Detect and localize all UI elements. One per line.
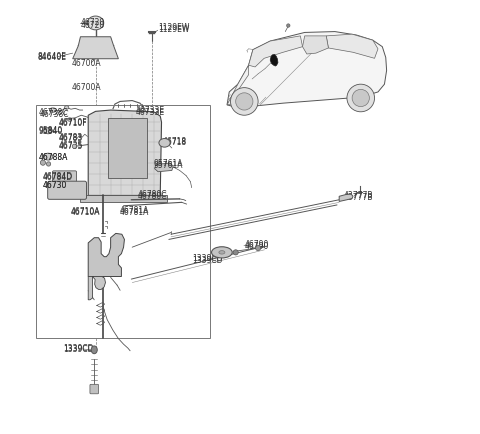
Text: 46720: 46720: [81, 18, 105, 26]
Polygon shape: [270, 54, 278, 66]
Polygon shape: [227, 32, 386, 108]
Text: 46700A: 46700A: [72, 59, 101, 68]
Text: 95761A: 95761A: [154, 159, 183, 168]
Text: 46735: 46735: [59, 141, 83, 150]
Text: 46790: 46790: [244, 240, 269, 249]
FancyBboxPatch shape: [108, 118, 147, 178]
Text: 46738C: 46738C: [39, 110, 69, 119]
Text: 95840: 95840: [38, 127, 63, 136]
Text: 46780C: 46780C: [137, 192, 167, 201]
Polygon shape: [72, 37, 119, 59]
Text: 46781A: 46781A: [119, 208, 149, 217]
Ellipse shape: [43, 153, 53, 160]
Text: 46788A: 46788A: [38, 153, 68, 162]
Text: 46733E: 46733E: [136, 105, 165, 115]
Text: 46730: 46730: [43, 181, 67, 191]
Circle shape: [72, 144, 77, 148]
Ellipse shape: [219, 251, 225, 254]
Circle shape: [47, 162, 51, 166]
Text: 43777B: 43777B: [344, 193, 373, 202]
Polygon shape: [88, 233, 124, 276]
Circle shape: [236, 93, 253, 110]
Polygon shape: [326, 34, 378, 58]
Polygon shape: [227, 65, 249, 105]
Text: 46790: 46790: [244, 242, 269, 251]
Bar: [36, 105, 210, 338]
Text: 95761A: 95761A: [154, 161, 183, 170]
Circle shape: [352, 89, 370, 107]
Ellipse shape: [68, 118, 72, 121]
Text: 84640E: 84640E: [37, 53, 66, 62]
FancyBboxPatch shape: [52, 171, 77, 184]
Text: 46735: 46735: [59, 142, 83, 151]
Ellipse shape: [91, 346, 97, 354]
Text: 46738C: 46738C: [38, 108, 68, 117]
Text: 46784D: 46784D: [43, 172, 73, 181]
Text: 1339CD: 1339CD: [63, 344, 94, 352]
Text: 46783: 46783: [59, 134, 83, 143]
FancyBboxPatch shape: [90, 385, 98, 394]
Text: 46780C: 46780C: [137, 190, 167, 199]
Text: 95840: 95840: [38, 126, 63, 135]
Text: 1129EW: 1129EW: [158, 25, 190, 34]
Text: 46784D: 46784D: [43, 173, 73, 182]
Ellipse shape: [87, 16, 104, 30]
Ellipse shape: [64, 106, 69, 109]
Text: 46718: 46718: [162, 138, 187, 147]
Text: 46710F: 46710F: [59, 119, 87, 128]
Circle shape: [255, 246, 261, 251]
Text: 46788A: 46788A: [38, 153, 68, 162]
Circle shape: [233, 250, 238, 255]
Ellipse shape: [44, 128, 52, 134]
Polygon shape: [302, 36, 328, 54]
Text: 1339CD: 1339CD: [192, 254, 223, 263]
Text: 46733E: 46733E: [136, 108, 165, 117]
Text: 46781A: 46781A: [119, 207, 149, 215]
Text: 46718: 46718: [162, 137, 187, 145]
Polygon shape: [88, 276, 106, 300]
Text: 46710A: 46710A: [71, 207, 100, 216]
Text: 1339CD: 1339CD: [63, 345, 94, 354]
Polygon shape: [88, 110, 161, 195]
Circle shape: [287, 24, 290, 27]
Text: 46720: 46720: [81, 20, 105, 30]
FancyBboxPatch shape: [81, 194, 167, 202]
Polygon shape: [249, 36, 302, 67]
Ellipse shape: [212, 247, 232, 258]
Text: 46730: 46730: [43, 181, 67, 191]
Ellipse shape: [159, 138, 170, 147]
Text: 43777B: 43777B: [344, 191, 373, 200]
Circle shape: [347, 84, 374, 112]
FancyBboxPatch shape: [48, 181, 86, 199]
Text: 1129EW: 1129EW: [158, 23, 190, 32]
Text: 1339CD: 1339CD: [192, 256, 223, 265]
Polygon shape: [339, 194, 353, 201]
Text: 84640E: 84640E: [37, 52, 66, 61]
Text: 46710A: 46710A: [71, 208, 100, 217]
Circle shape: [230, 88, 258, 115]
Text: 46783: 46783: [59, 133, 83, 142]
Circle shape: [40, 160, 46, 165]
Ellipse shape: [49, 108, 56, 112]
Text: 46710F: 46710F: [59, 118, 87, 127]
Polygon shape: [155, 163, 173, 172]
Text: 46700A: 46700A: [72, 83, 101, 92]
